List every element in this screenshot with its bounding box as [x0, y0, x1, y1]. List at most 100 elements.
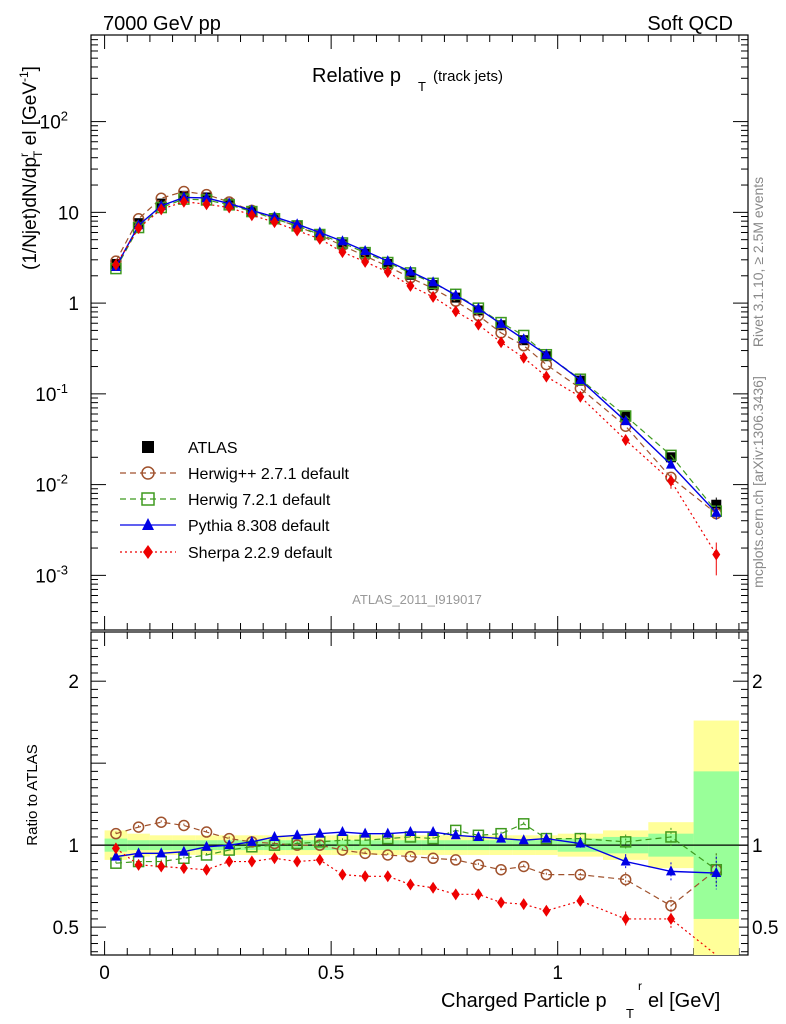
ratio-point — [541, 832, 552, 843]
y-tick-label: 102 — [40, 109, 68, 134]
y-tick-label: 1 — [68, 294, 79, 315]
ratio-point — [156, 847, 167, 858]
ratio-point — [542, 904, 551, 917]
ratio-point — [472, 859, 485, 871]
ratio-point — [619, 873, 632, 886]
ratio-point — [134, 858, 143, 871]
ratio-point — [337, 826, 348, 837]
x-axis-label-sub: T — [626, 1006, 634, 1021]
ratio-point — [429, 881, 438, 894]
x-tick-label: 1 — [552, 963, 563, 984]
ratio-series-3 — [111, 842, 717, 956]
ratio-point — [338, 868, 347, 881]
chart-title-note: (track jets) — [433, 68, 503, 85]
ratio-point — [540, 868, 553, 881]
data-point — [575, 374, 586, 385]
ratio-point — [495, 863, 507, 876]
y-tick-label-right: 1 — [752, 836, 763, 857]
y-tick-label-right: 2 — [752, 672, 763, 693]
ratio-point — [497, 896, 506, 909]
ratio-point — [473, 830, 484, 841]
rivet-label: Rivet 3.1.10, ≥ 2.5M events — [750, 177, 766, 347]
ratio-line — [115, 823, 717, 871]
data-point — [382, 255, 393, 266]
series-line — [115, 198, 717, 512]
legend-label: Herwig 7.2.1 default — [188, 492, 331, 509]
data-point — [405, 265, 416, 276]
ratio-point — [178, 845, 189, 856]
data-point — [473, 302, 484, 313]
ratio-point — [620, 855, 631, 866]
x-axis-label-main: Charged Particle p — [441, 990, 607, 1012]
data-point — [497, 336, 506, 349]
y-axis-label-main: (1/Njet)dN/dprT el [GeV-1] — [17, 66, 45, 270]
ratio-point — [519, 898, 528, 911]
data-point — [361, 255, 370, 268]
data-point — [247, 209, 256, 222]
mcplots-label: mcplots.cern.ch [arXiv:1306.3436] — [750, 376, 766, 588]
ratio-point — [359, 847, 371, 860]
main-panel: 10-3 10-2 10-1 1 10 102 — [35, 34, 749, 631]
ratio-point — [496, 832, 507, 843]
legend-entry: Sherpa 2.2.9 default — [120, 545, 333, 562]
ratio-point — [619, 836, 632, 848]
x-tick-label: 0.5 — [318, 963, 344, 984]
series-0 — [110, 190, 722, 510]
data-point — [337, 235, 348, 246]
series-line — [115, 190, 717, 515]
y-tick-label: 10-1 — [35, 381, 68, 406]
ratio-point — [451, 888, 460, 901]
ratio-point — [405, 826, 416, 837]
ratio-point — [361, 870, 370, 883]
legend-marker — [143, 545, 153, 559]
ratio-point — [110, 850, 121, 861]
ratio-point — [474, 888, 483, 901]
ratio-point — [517, 818, 530, 830]
data-point — [360, 245, 371, 256]
y-tick-label: 10-2 — [35, 472, 68, 497]
data-point — [665, 452, 676, 463]
ratio-point — [576, 894, 585, 907]
legend-entry: Herwig++ 2.7.1 default — [120, 466, 350, 483]
ratio-point — [574, 868, 587, 881]
y-tick-label-left: 1 — [68, 836, 79, 857]
data-point — [225, 201, 234, 214]
y-tick-label: 10 — [58, 203, 79, 224]
ratio-point — [665, 831, 677, 843]
legend-entry: ATLAS — [142, 440, 238, 457]
series-line — [115, 201, 717, 555]
ratio-point — [201, 840, 212, 851]
ratio-point — [575, 837, 586, 848]
ratio-point — [404, 850, 417, 863]
y-axis-label-ratio: Ratio to ATLAS — [24, 744, 41, 845]
ratio-point — [428, 826, 439, 837]
svg-text:(1/Njet)dN/dprT el [GeV-1]: (1/Njet)dN/dprT el [GeV-1] — [17, 66, 45, 270]
legend-label: Sherpa 2.2.9 default — [188, 545, 333, 562]
ratio-point — [314, 827, 325, 838]
legend-marker — [141, 466, 155, 480]
data-point — [576, 390, 585, 403]
ratio-point — [711, 867, 722, 878]
data-point — [474, 318, 483, 331]
ratio-point — [382, 827, 393, 838]
legend-marker — [141, 492, 155, 506]
y-tick-label-left: 2 — [68, 672, 79, 693]
legend: ATLAS Herwig++ 2.7.1 default Herwig 7.2.1 … — [120, 440, 350, 562]
ratio-panel: 0.5 0.5 1 1 2 2 0 0.5 1 — [53, 631, 778, 984]
y-tick-label-right: 0.5 — [752, 918, 778, 939]
main-plot-area — [110, 185, 723, 576]
ratio-point — [179, 862, 188, 875]
ratio-series-2 — [110, 826, 722, 890]
data-point — [269, 210, 280, 221]
data-point — [665, 458, 676, 469]
ratio-point — [666, 912, 675, 925]
plot-frame — [90, 631, 749, 956]
data-point — [541, 348, 552, 359]
data-point — [134, 222, 143, 235]
x-axis-label-tail: el [GeV] — [648, 990, 720, 1012]
ratio-point — [224, 839, 235, 850]
x-axis-label: Charged Particle p r T el [GeV] — [441, 979, 720, 1021]
data-point — [406, 279, 415, 292]
data-point — [621, 434, 630, 447]
